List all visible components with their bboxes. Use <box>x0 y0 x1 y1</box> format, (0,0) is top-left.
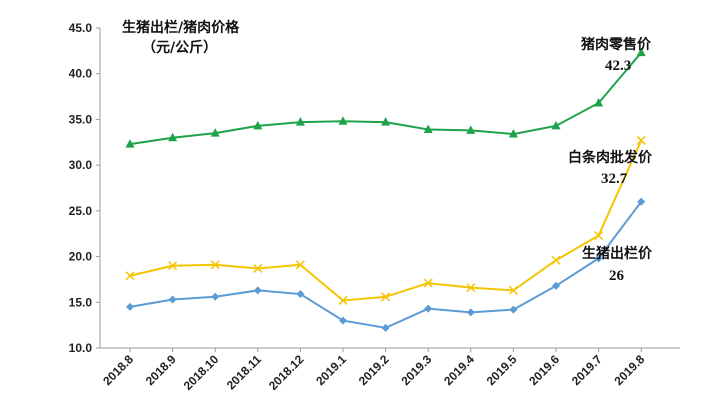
series-line <box>129 52 642 146</box>
retail-price-label: 猪肉零售价 <box>580 36 652 53</box>
data-point-triangle <box>381 117 391 126</box>
data-point-x <box>594 231 604 241</box>
data-point-triangle <box>210 128 220 137</box>
x-tick-label: 2019.2 <box>356 352 392 388</box>
data-point-diamond <box>211 292 220 301</box>
data-point-diamond <box>424 304 433 313</box>
x-tick-label: 2019.8 <box>611 352 647 388</box>
x-tick-label: 2019.7 <box>569 352 605 388</box>
data-point-x <box>210 260 220 270</box>
x-tick-labels: 2018.8 2018.9 2018.10 2018.11 2018.12 2019.1 2… <box>100 348 648 393</box>
x-tick-label: 2018.8 <box>100 352 136 388</box>
y-tick-label: 30.0 <box>69 158 93 172</box>
data-point-triangle <box>551 120 561 130</box>
series-line <box>129 140 643 302</box>
x-tick-label: 2018.9 <box>143 352 179 388</box>
data-point-diamond <box>253 286 262 295</box>
data-point-x <box>381 292 391 302</box>
data-point-diamond <box>168 295 177 304</box>
data-point-x <box>508 285 518 295</box>
data-point-triangle <box>338 116 348 125</box>
x-tick-label: 2019.4 <box>441 352 477 388</box>
data-point-triangle <box>508 129 518 138</box>
data-point-diamond <box>509 305 518 314</box>
y-tick-label: 10.0 <box>69 341 93 355</box>
data-point-diamond <box>296 290 305 299</box>
data-point-x <box>253 263 263 273</box>
series-2 <box>126 197 646 332</box>
data-point-diamond <box>594 254 603 263</box>
data-point-triangle <box>168 132 178 142</box>
data-point-triangle <box>636 47 646 57</box>
series-0 <box>125 47 646 148</box>
y-tick-label: 45.0 <box>69 21 93 35</box>
data-point-x <box>423 278 433 288</box>
y-tick-label: 20.0 <box>69 250 93 264</box>
y-tick-labels: 10.0 15.0 20.0 25.0 30.0 35.0 40.0 45.0 <box>69 21 100 355</box>
data-point-x <box>338 295 348 305</box>
axes <box>99 28 680 349</box>
wholesale-price-label: 白条肉批发价 <box>568 149 653 166</box>
data-point-triangle <box>594 97 604 107</box>
data-point-triangle <box>125 139 135 148</box>
data-point-x <box>168 261 178 271</box>
data-point-diamond <box>381 323 390 332</box>
data-point-x <box>551 255 561 265</box>
data-point-triangle <box>295 117 305 126</box>
data-point-diamond <box>637 197 646 206</box>
chart-title: 生猪出栏/猪肉价格 <box>122 19 240 36</box>
y-tick-label: 15.0 <box>69 295 93 309</box>
data-point-x <box>466 283 476 293</box>
x-tick-label: 2018.10 <box>181 352 222 393</box>
x-tick-label: 2018.12 <box>266 352 307 393</box>
data-point-triangle <box>466 125 476 134</box>
data-point-diamond <box>552 281 560 290</box>
data-point-triangle <box>253 120 263 130</box>
y-tick-label: 35.0 <box>69 112 93 126</box>
x-tick-label: 2019.6 <box>526 352 562 388</box>
x-tick-label: 2019.3 <box>398 352 434 388</box>
x-tick-label: 2019.1 <box>313 352 349 388</box>
data-point-x <box>295 260 305 270</box>
hog-price-value: 26 <box>609 268 625 284</box>
data-point-diamond <box>466 308 475 317</box>
x-tick-label: 2018.11 <box>224 352 264 392</box>
y-tick-label: 25.0 <box>69 204 93 218</box>
y-tick-label: 40.0 <box>69 67 93 81</box>
data-point-x <box>636 135 646 145</box>
retail-price-value: 42.3 <box>605 58 631 74</box>
data-point-diamond <box>339 316 347 325</box>
series-1 <box>125 135 646 305</box>
data-point-triangle <box>423 124 433 133</box>
data-point-diamond <box>126 302 134 311</box>
data-point-x <box>125 271 135 281</box>
chart-unit: （元/公斤） <box>142 39 217 56</box>
series-layer <box>125 47 646 332</box>
hog-price-label: 生猪出栏价 <box>582 245 653 262</box>
x-tick-label: 2019.5 <box>484 352 520 388</box>
wholesale-price-value: 32.7 <box>601 171 628 187</box>
